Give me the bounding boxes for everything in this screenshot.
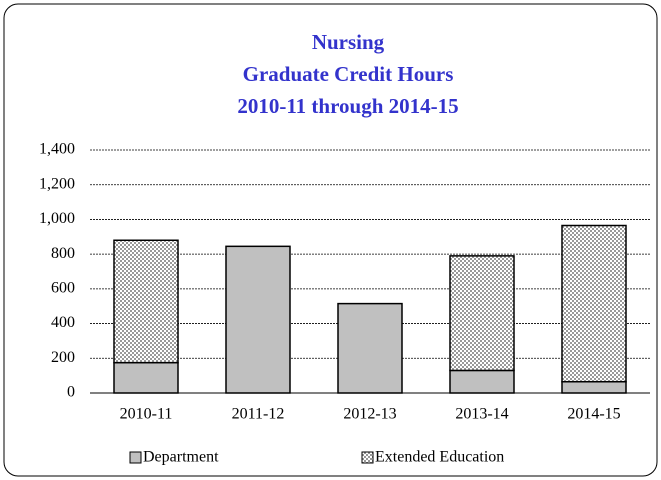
y-tick-label: 1,200: [39, 175, 75, 192]
x-tick-label: 2010-11: [120, 406, 173, 423]
chart-title: 2010-11 through 2014-15: [237, 94, 458, 118]
legend-swatch: [129, 451, 142, 464]
bar-segment: [113, 361, 179, 394]
bar-segment: [225, 245, 291, 394]
x-tick-label: 2014-15: [567, 406, 620, 423]
chart-title: Graduate Credit Hours: [243, 62, 454, 86]
x-tick-label: 2013-14: [455, 406, 508, 423]
bar-segment: [449, 369, 515, 394]
y-tick-label: 1,400: [39, 141, 75, 158]
bar-segment: [561, 380, 627, 394]
bar-segment: [337, 302, 403, 394]
y-tick-label: 400: [51, 314, 75, 331]
y-tick-label: 800: [51, 245, 75, 262]
y-tick-label: 0: [67, 384, 75, 401]
x-tick-label: 2011-12: [232, 406, 285, 423]
x-tick-label: 2012-13: [343, 406, 396, 423]
bar-segment: [561, 224, 627, 383]
legend-label: Department: [143, 449, 219, 466]
legend-swatch: [361, 451, 374, 464]
y-tick-label: 600: [51, 280, 75, 297]
chart-title: Nursing: [312, 30, 385, 54]
y-tick-label: 1,000: [39, 210, 75, 227]
legend-label: Extended Education: [375, 449, 504, 466]
bar-segment: [449, 255, 515, 372]
bar-segment: [113, 239, 179, 364]
y-tick-label: 200: [51, 349, 75, 366]
